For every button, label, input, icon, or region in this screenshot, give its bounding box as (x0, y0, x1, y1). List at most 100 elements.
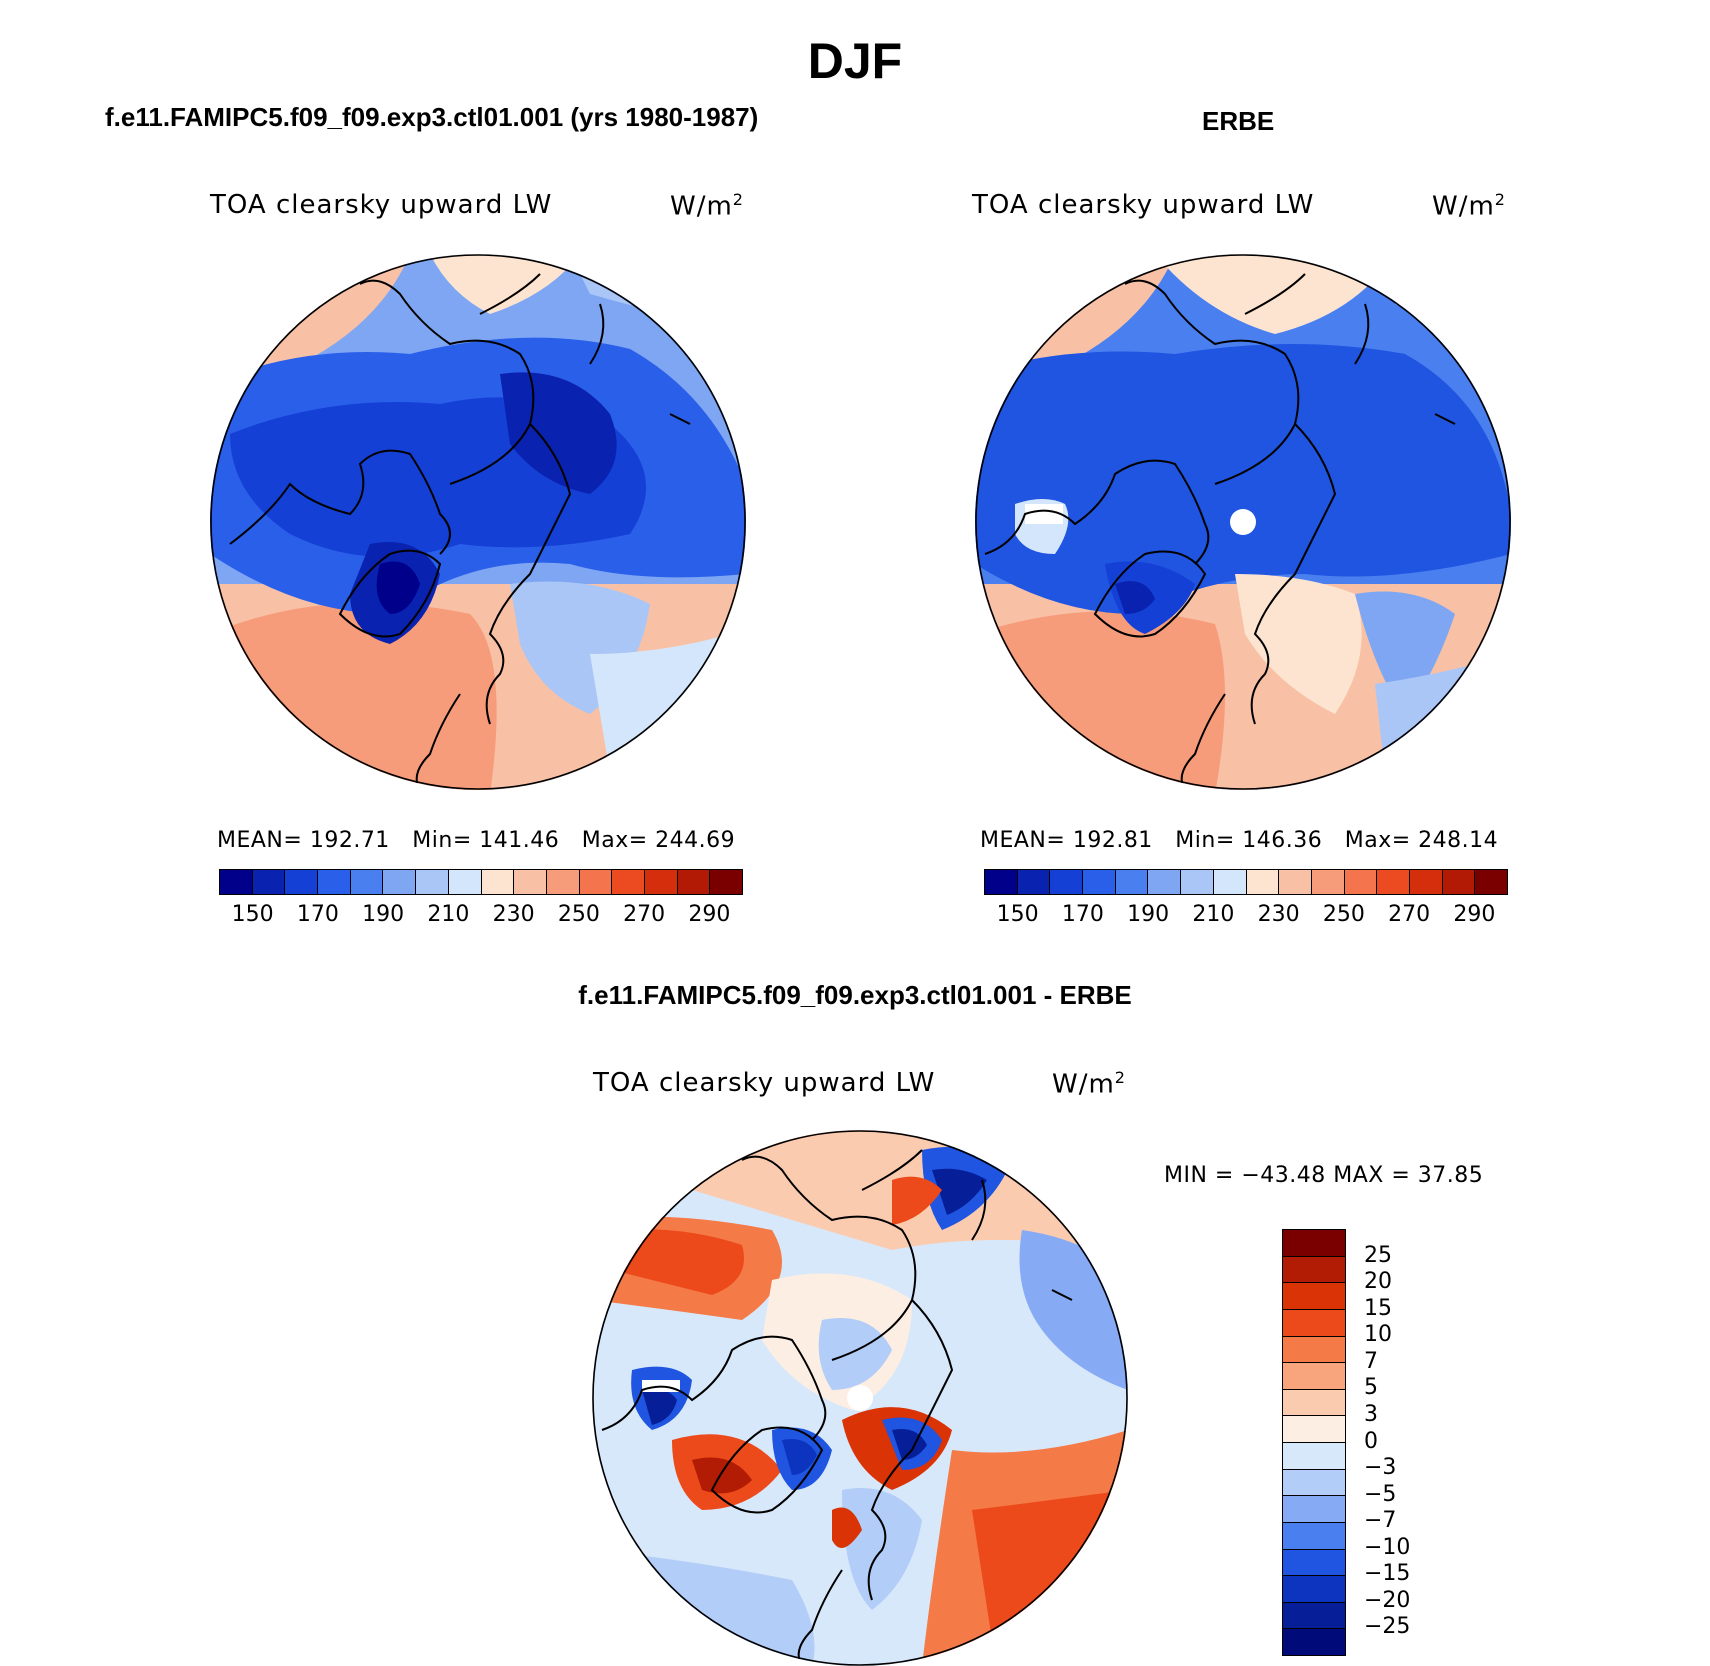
map-region (376, 561, 420, 614)
panel-diff-map (592, 1130, 1128, 1666)
colorbar-tick-label: −3 (1364, 1455, 1397, 1481)
panel-model-colorbar-ticks: 150 170 190 210 230 250 270 290 (219, 902, 741, 932)
colorbar-tick-label: 230 (492, 902, 535, 927)
panel-model-stats: MEAN= 192.71 Min= 141.46 Max= 244.69 (217, 828, 736, 853)
map-region (782, 1439, 817, 1475)
map-boundary (210, 254, 746, 790)
colorbar-swatch (1283, 1309, 1345, 1337)
panel-diff-colorbar-ticks: 25 20 15 10 7 5 3 0 −3 −5 −7 −10 −15 −20 −25 (1354, 1229, 1434, 1654)
colorbar-tick-label: 3 (1364, 1401, 1378, 1427)
colorbar-swatch (1283, 1576, 1345, 1603)
colorbar-swatch (220, 870, 253, 894)
colorbar-swatch (1283, 1602, 1345, 1630)
colorbar-swatch (710, 870, 742, 894)
panel-diff-heading: f.e11.FAMIPC5.f09_f09.exp3.ctl01.001 - E… (578, 980, 1132, 1010)
colorbar-swatch (481, 870, 515, 894)
map-region (692, 1457, 752, 1494)
colorbar-tick-label: 290 (1453, 902, 1496, 927)
colorbar-swatch (1148, 870, 1182, 894)
colorbar-swatch (350, 870, 384, 894)
colorbar-tick-label: 170 (1061, 902, 1104, 927)
missing-data-pole (1230, 509, 1256, 535)
colorbar-swatch (644, 870, 678, 894)
panel-diff-stats: MIN = −43.48 MAX = 37.85 (1164, 1163, 1484, 1188)
colorbar-tick-label: −5 (1364, 1481, 1397, 1507)
map-region (932, 1168, 987, 1215)
colorbar-swatch (1283, 1522, 1345, 1550)
colorbar-tick-label: −10 (1364, 1534, 1411, 1560)
colorbar-swatch (1311, 870, 1345, 894)
panel-obs-unit: W/m2 (1432, 190, 1506, 222)
colorbar-swatch (1283, 1549, 1345, 1577)
colorbar-tick-label: 10 (1364, 1322, 1392, 1348)
panel-model-variable: TOA clearsky upward LW (210, 190, 553, 220)
panel-model-heading: f.e11.FAMIPC5.f09_f09.exp3.ctl01.001 (yr… (105, 102, 759, 132)
map-region (500, 372, 617, 494)
colorbar-swatch (1377, 870, 1410, 894)
colorbar-swatch (318, 870, 351, 894)
colorbar-swatch (677, 870, 711, 894)
panel-obs-heading: ERBE (1202, 106, 1275, 136)
colorbar-tick-label: 250 (1322, 902, 1365, 927)
colorbar-swatch (1283, 1496, 1345, 1523)
colorbar-swatch (612, 870, 645, 894)
panel-obs-colorbar (984, 869, 1508, 895)
colorbar-swatch (285, 870, 319, 894)
colorbar-swatch (1283, 1443, 1345, 1470)
panel-model-colorbar (219, 869, 743, 895)
panel-model-map (210, 254, 746, 790)
colorbar-swatch (546, 870, 580, 894)
panel-obs-colorbar-ticks: 150 170 190 210 230 250 270 290 (984, 902, 1506, 932)
panel-diff-variable: TOA clearsky upward LW (593, 1068, 936, 1098)
colorbar-tick-label: −7 (1364, 1508, 1397, 1534)
map-region (430, 254, 580, 314)
colorbar-tick-label: 210 (427, 902, 470, 927)
colorbar-tick-label: 25 (1364, 1242, 1392, 1268)
colorbar-tick-label: 270 (623, 902, 666, 927)
colorbar-swatch (1213, 870, 1247, 894)
colorbar-tick-label: 190 (362, 902, 405, 927)
map-region (975, 611, 1225, 790)
colorbar-tick-label: −20 (1364, 1587, 1411, 1613)
map-region (832, 1507, 862, 1548)
panel-obs-stats: MEAN= 192.81 Min= 146.36 Max= 248.14 (980, 828, 1499, 853)
colorbar-tick-label: 170 (296, 902, 339, 927)
coastlines (229, 273, 691, 790)
colorbar-tick-label: 230 (1257, 902, 1300, 927)
panel-model-unit: W/m2 (670, 190, 744, 222)
colorbar-swatch (416, 870, 449, 894)
panel-diff-unit: W/m2 (1052, 1068, 1126, 1100)
colorbar-tick-label: 210 (1192, 902, 1235, 927)
colorbar-swatch (985, 870, 1018, 894)
map-region (1355, 591, 1455, 714)
colorbar-tick-label: 5 (1364, 1375, 1378, 1401)
coastlines (601, 1149, 1073, 1666)
colorbar-swatch (1050, 870, 1084, 894)
map-region (642, 1388, 677, 1425)
panel-obs-map (975, 254, 1511, 790)
colorbar-tick-label: 15 (1364, 1295, 1392, 1321)
map-region (1115, 581, 1155, 614)
colorbar-swatch (383, 870, 417, 894)
colorbar-tick-label: 150 (231, 902, 274, 927)
colorbar-swatch (1283, 1256, 1345, 1284)
colorbar-swatch (448, 870, 482, 894)
colorbar-swatch (1283, 1363, 1345, 1390)
colorbar-swatch (1283, 1389, 1345, 1417)
map-region (210, 602, 497, 790)
colorbar-tick-label: −15 (1364, 1561, 1411, 1587)
map-region (1025, 504, 1063, 524)
colorbar-swatch (1409, 870, 1443, 894)
colorbar-swatch (1181, 870, 1214, 894)
colorbar-tick-label: 270 (1388, 902, 1431, 927)
missing-data-pole (847, 1385, 873, 1411)
main-title: DJF (807, 33, 903, 89)
colorbar-swatch (1344, 870, 1378, 894)
panel-obs-variable: TOA clearsky upward LW (972, 190, 1315, 220)
colorbar-swatch (1283, 1416, 1345, 1443)
colorbar-swatch (1283, 1469, 1345, 1497)
map-region (892, 1176, 942, 1225)
colorbar-tick-label: 250 (557, 902, 600, 927)
colorbar-swatch (1115, 870, 1149, 894)
colorbar-tick-label: 7 (1364, 1348, 1378, 1374)
